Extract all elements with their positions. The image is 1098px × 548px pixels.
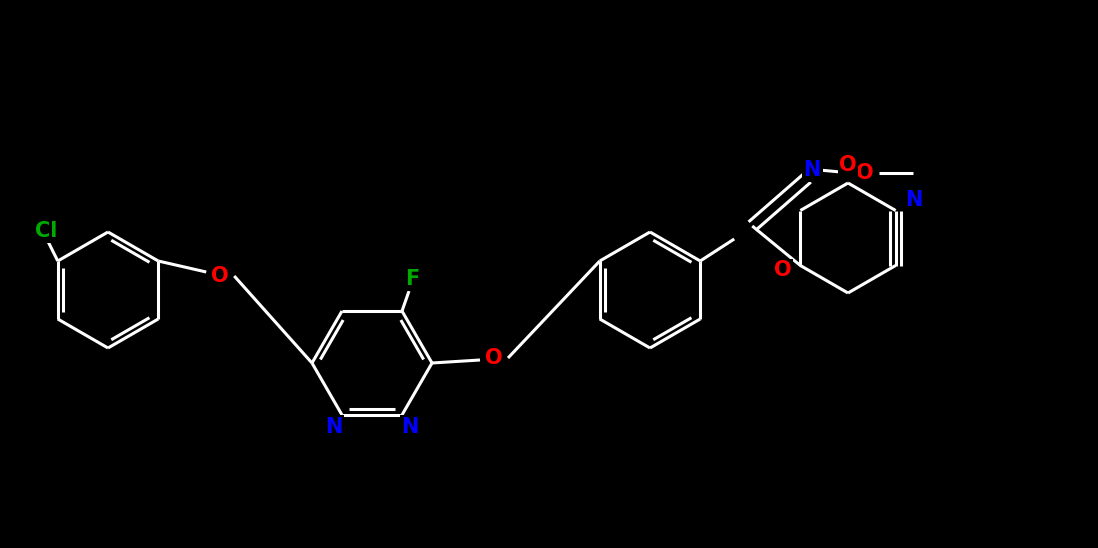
Text: O: O	[485, 348, 503, 368]
Text: O: O	[856, 163, 874, 183]
Text: O: O	[212, 266, 229, 286]
Text: F: F	[405, 269, 419, 289]
Text: N: N	[325, 417, 343, 437]
Text: N: N	[905, 191, 922, 210]
Text: O: O	[839, 155, 856, 175]
Text: O: O	[774, 260, 792, 281]
Text: N: N	[804, 160, 821, 180]
Text: N: N	[401, 417, 418, 437]
Text: Cl: Cl	[34, 221, 57, 241]
